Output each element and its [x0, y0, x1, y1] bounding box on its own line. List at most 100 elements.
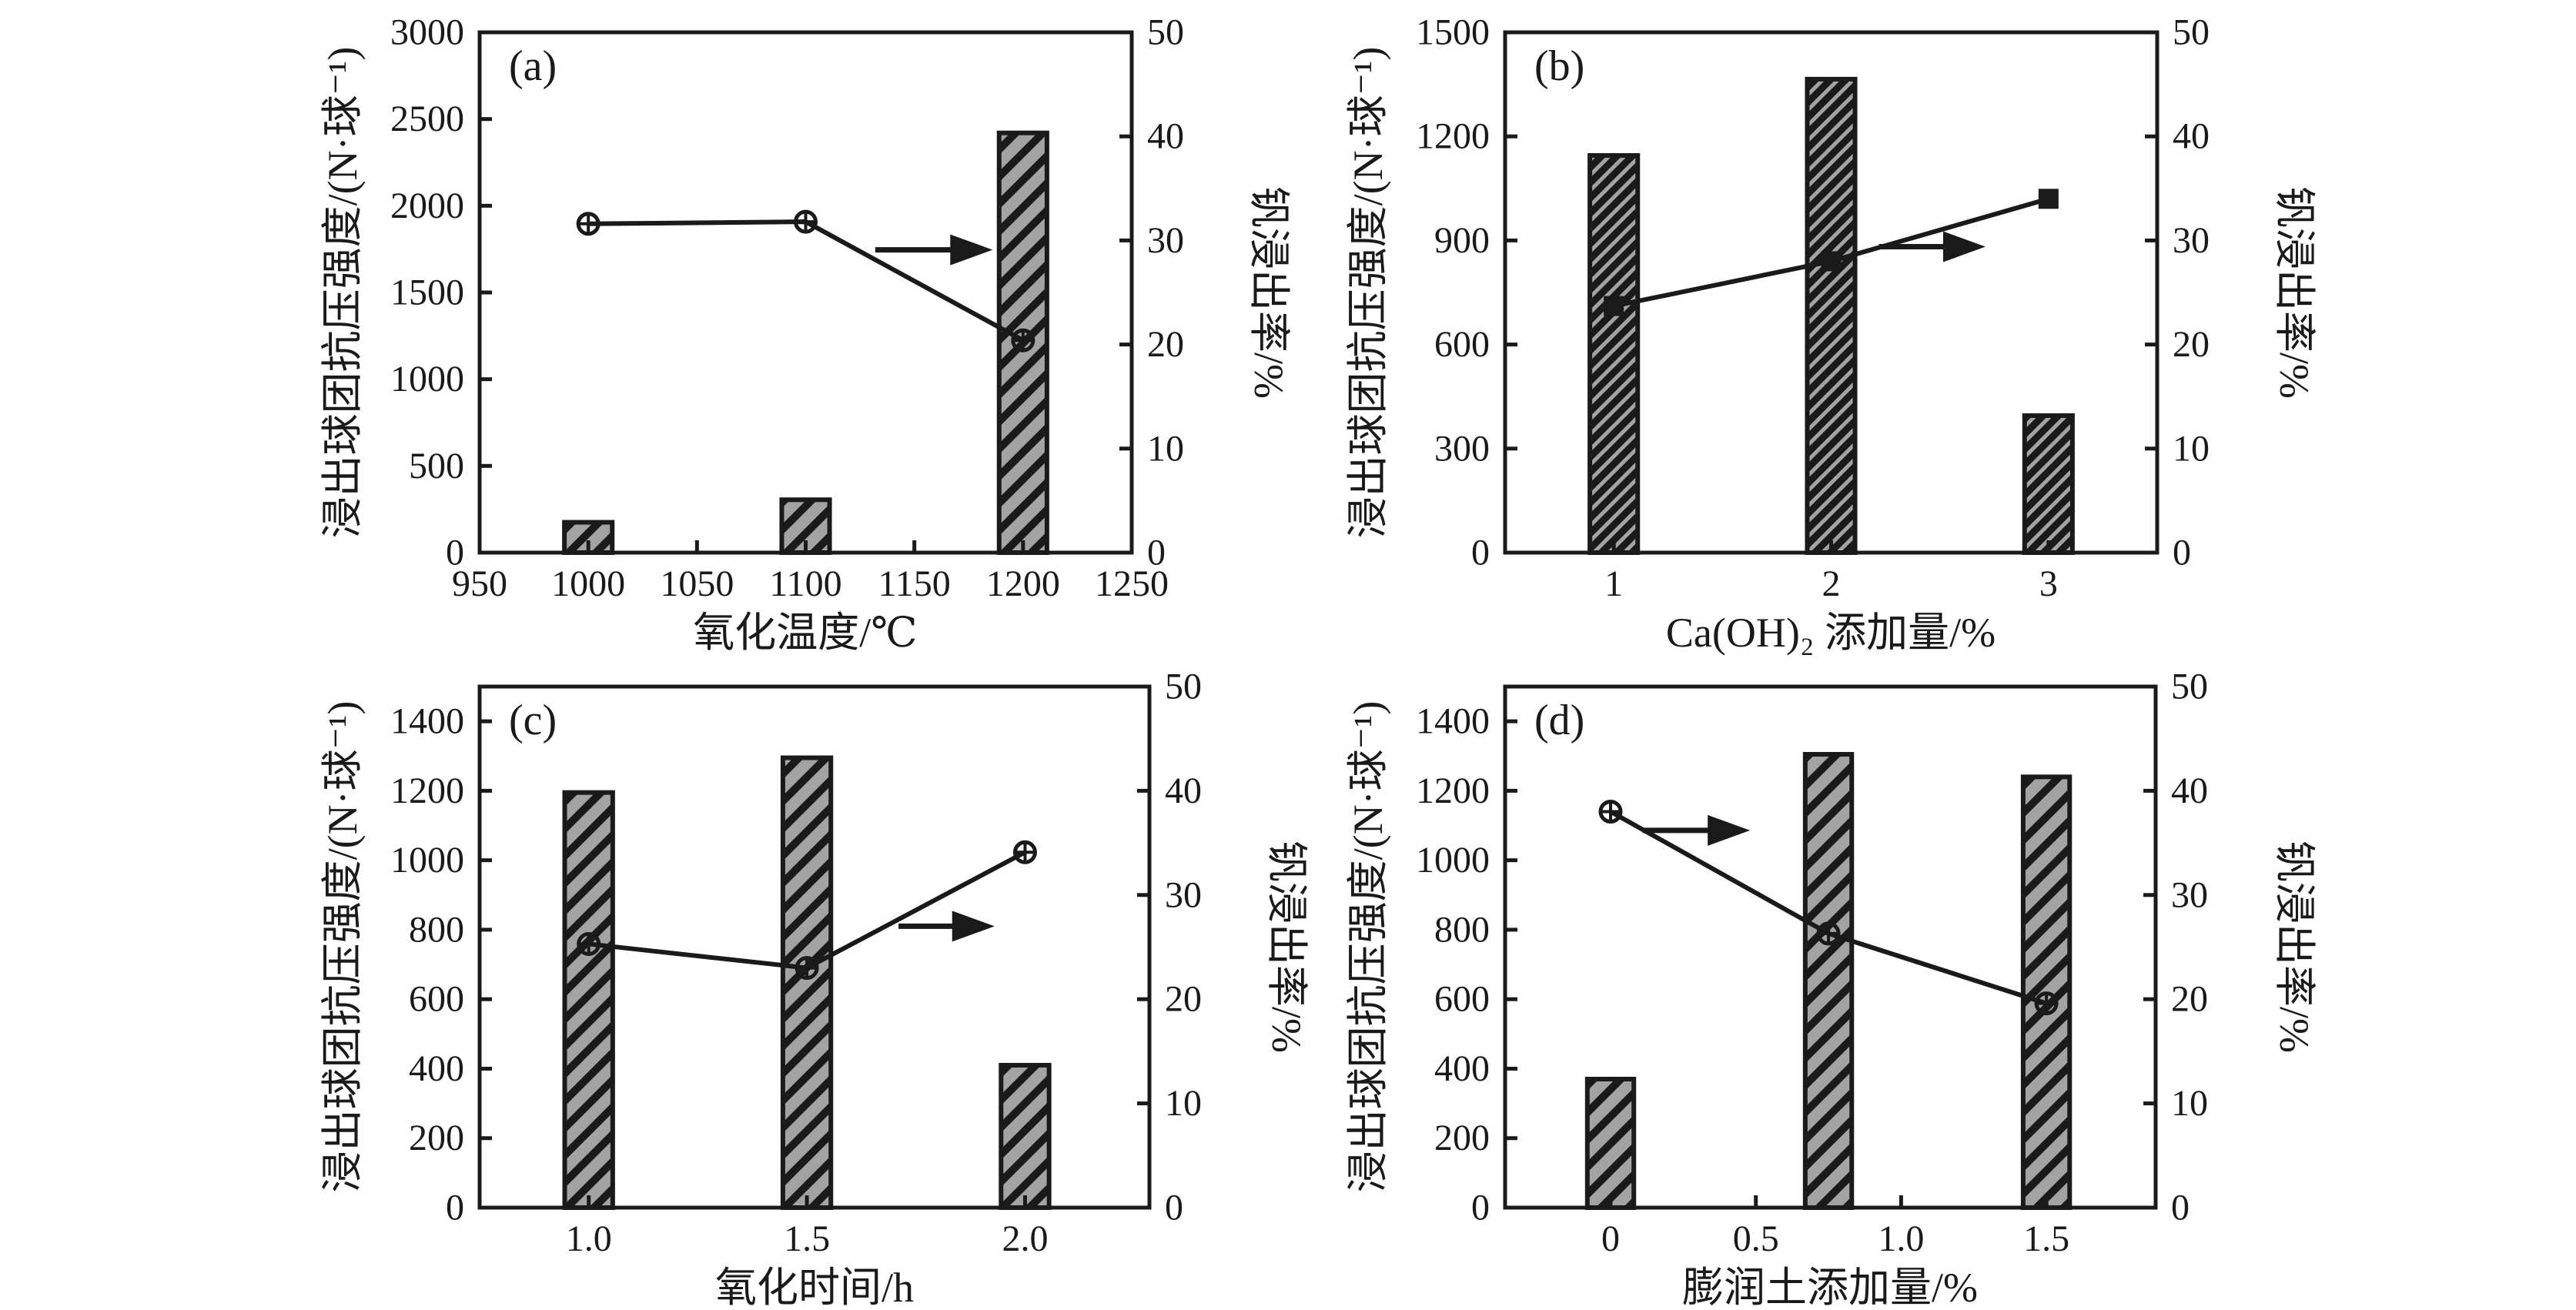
square-marker	[2038, 189, 2059, 209]
right-tick-label: 20	[1165, 979, 1202, 1020]
left-tick-label: 1200	[1416, 116, 1490, 157]
x-tick-label: 0	[1601, 1218, 1620, 1259]
left-tick-label: 3000	[390, 12, 464, 53]
left-tick-label: 1200	[1416, 770, 1490, 811]
right-tick-label: 10	[1147, 428, 1184, 469]
right-tick-label: 40	[2171, 770, 2208, 811]
left-tick-label: 400	[409, 1048, 464, 1089]
left-tick-label: 900	[1434, 220, 1490, 261]
x-tick-label: 950	[452, 563, 507, 604]
left-tick-label: 1000	[1416, 840, 1490, 881]
x-tick-label: 1.0	[566, 1218, 612, 1259]
right-tick-label: 20	[1147, 324, 1184, 365]
right-tick-label: 50	[1147, 12, 1184, 53]
right-tick-label: 10	[2173, 428, 2210, 469]
left-tick-label: 2500	[390, 99, 464, 139]
panel-d-x-axis-title: 膨润土添加量/%	[1682, 1265, 1978, 1310]
bar-x-3	[2022, 413, 2075, 556]
left-tick-label: 500	[409, 446, 464, 486]
x-tick-label: 0.5	[1733, 1218, 1779, 1259]
x-tick-label: 2	[1822, 563, 1841, 604]
panel-b-x-axis-title: Ca(OH)₂ 添加量/%	[1666, 610, 1996, 656]
panel-d-left-axis-title: 浸出球团抗压强度/(N·球⁻¹)	[1345, 701, 1391, 1193]
right-tick-label: 0	[1165, 1188, 1183, 1228]
right-axis-arrow-head	[1708, 814, 1751, 846]
circle-plus-marker	[1598, 799, 1623, 824]
left-tick-label: 800	[409, 909, 464, 950]
circle-plus-marker	[2034, 991, 2059, 1016]
left-tick-label: 1000	[390, 840, 464, 881]
right-tick-label: 40	[2173, 116, 2210, 157]
x-tick-label: 1100	[769, 563, 841, 604]
chart-titles: (a) (b) (c) (d) 氧化温度/℃ Ca(OH)₂ 添加量/% 氧化时…	[319, 42, 2317, 1310]
panel-b-label: (b)	[1534, 42, 1584, 90]
right-tick-label: 0	[2173, 533, 2191, 573]
panel-a-label: (a)	[509, 42, 557, 90]
circle-plus-marker	[1012, 840, 1037, 864]
left-tick-label: 0	[1471, 533, 1490, 573]
left-tick-label: 200	[409, 1118, 464, 1158]
bar-x-2	[1805, 76, 1858, 555]
right-tick-label: 10	[2171, 1083, 2208, 1124]
left-tick-label: 200	[1434, 1118, 1490, 1158]
x-tick-label: 1000	[551, 563, 625, 604]
x-tick-label: 1.5	[784, 1218, 830, 1259]
left-tick-label: 1400	[390, 701, 464, 742]
left-tick-label: 400	[1434, 1048, 1490, 1089]
right-tick-label: 40	[1165, 770, 1202, 811]
left-tick-label: 1500	[390, 272, 464, 313]
x-tick-label: 1050	[660, 563, 734, 604]
left-tick-label: 1000	[390, 359, 464, 399]
right-tick-label: 30	[2173, 220, 2210, 261]
left-tick-label: 1500	[1416, 12, 1490, 53]
panel-c-x-axis-title: 氧化时间/h	[715, 1265, 914, 1310]
right-tick-label: 40	[1147, 116, 1184, 157]
circle-plus-marker	[576, 212, 601, 236]
chart-render-root: 950 1000 1050 1100 1150 1200 12500500100015002…	[390, 12, 2210, 1260]
panel-c: 1.0 1.5 2.0 0 200 400 600 800 1000 1200 1400 0 10 20 3…	[390, 667, 1202, 1260]
circle-plus-marker	[1816, 921, 1841, 946]
x-tick-label: 3	[2039, 563, 2058, 604]
panel-a-x-axis-title: 氧化温度/℃	[693, 610, 917, 656]
bar-x-1	[1587, 152, 1641, 555]
right-tick-label: 30	[1165, 874, 1202, 915]
bar-x-2	[999, 1062, 1052, 1211]
circle-plus-marker	[795, 956, 819, 981]
right-tick-label: 50	[1165, 667, 1202, 707]
panel-b-left-axis-title: 浸出球团抗压强度/(N·球⁻¹)	[1345, 47, 1391, 539]
left-tick-label: 1400	[1416, 701, 1490, 742]
panel-a: 950 1000 1050 1100 1150 1200 12500500100015002…	[390, 12, 1184, 605]
x-tick-label: 1150	[878, 563, 951, 604]
right-tick-label: 0	[1147, 533, 1166, 573]
right-tick-label: 50	[2171, 667, 2208, 707]
left-tick-label: 600	[1434, 324, 1490, 365]
right-axis-arrow-head	[950, 234, 993, 266]
right-tick-label: 20	[2173, 324, 2210, 365]
right-tick-label: 20	[2171, 979, 2208, 1020]
panel-d: 0 0.5 1.0 1.5 0 200 400 600 800 1000 1200 1400 0 10 20…	[1416, 667, 2208, 1260]
right-tick-label: 0	[2171, 1188, 2190, 1228]
x-tick-label: 2.0	[1002, 1218, 1048, 1259]
circle-plus-marker	[577, 931, 601, 956]
panel-a-left-axis-title: 浸出球团抗压强度/(N·球⁻¹)	[319, 47, 366, 539]
panel-d-label: (d)	[1534, 697, 1584, 744]
plot-border	[1503, 684, 2158, 1210]
x-tick-label: 1	[1604, 563, 1623, 604]
right-tick-label: 50	[2173, 12, 2210, 53]
left-tick-label: 0	[446, 1188, 464, 1228]
left-tick-label: 600	[1434, 979, 1490, 1020]
right-tick-label: 30	[1147, 220, 1184, 261]
panel-c-right-axis-title: 钒浸出率/%	[1263, 840, 1310, 1053]
x-tick-label: 1250	[1095, 563, 1169, 604]
left-tick-label: 300	[1434, 428, 1490, 469]
left-tick-label: 0	[446, 533, 464, 573]
bar-x-1	[562, 790, 615, 1210]
bar-x-0.75	[1802, 752, 1855, 1210]
square-marker	[1604, 296, 1624, 316]
panel-c-left-axis-title: 浸出球团抗压强度/(N·球⁻¹)	[319, 701, 366, 1193]
panel-c-label: (c)	[509, 697, 557, 744]
panel-a-right-axis-title: 钒浸出率/%	[1246, 186, 1292, 399]
